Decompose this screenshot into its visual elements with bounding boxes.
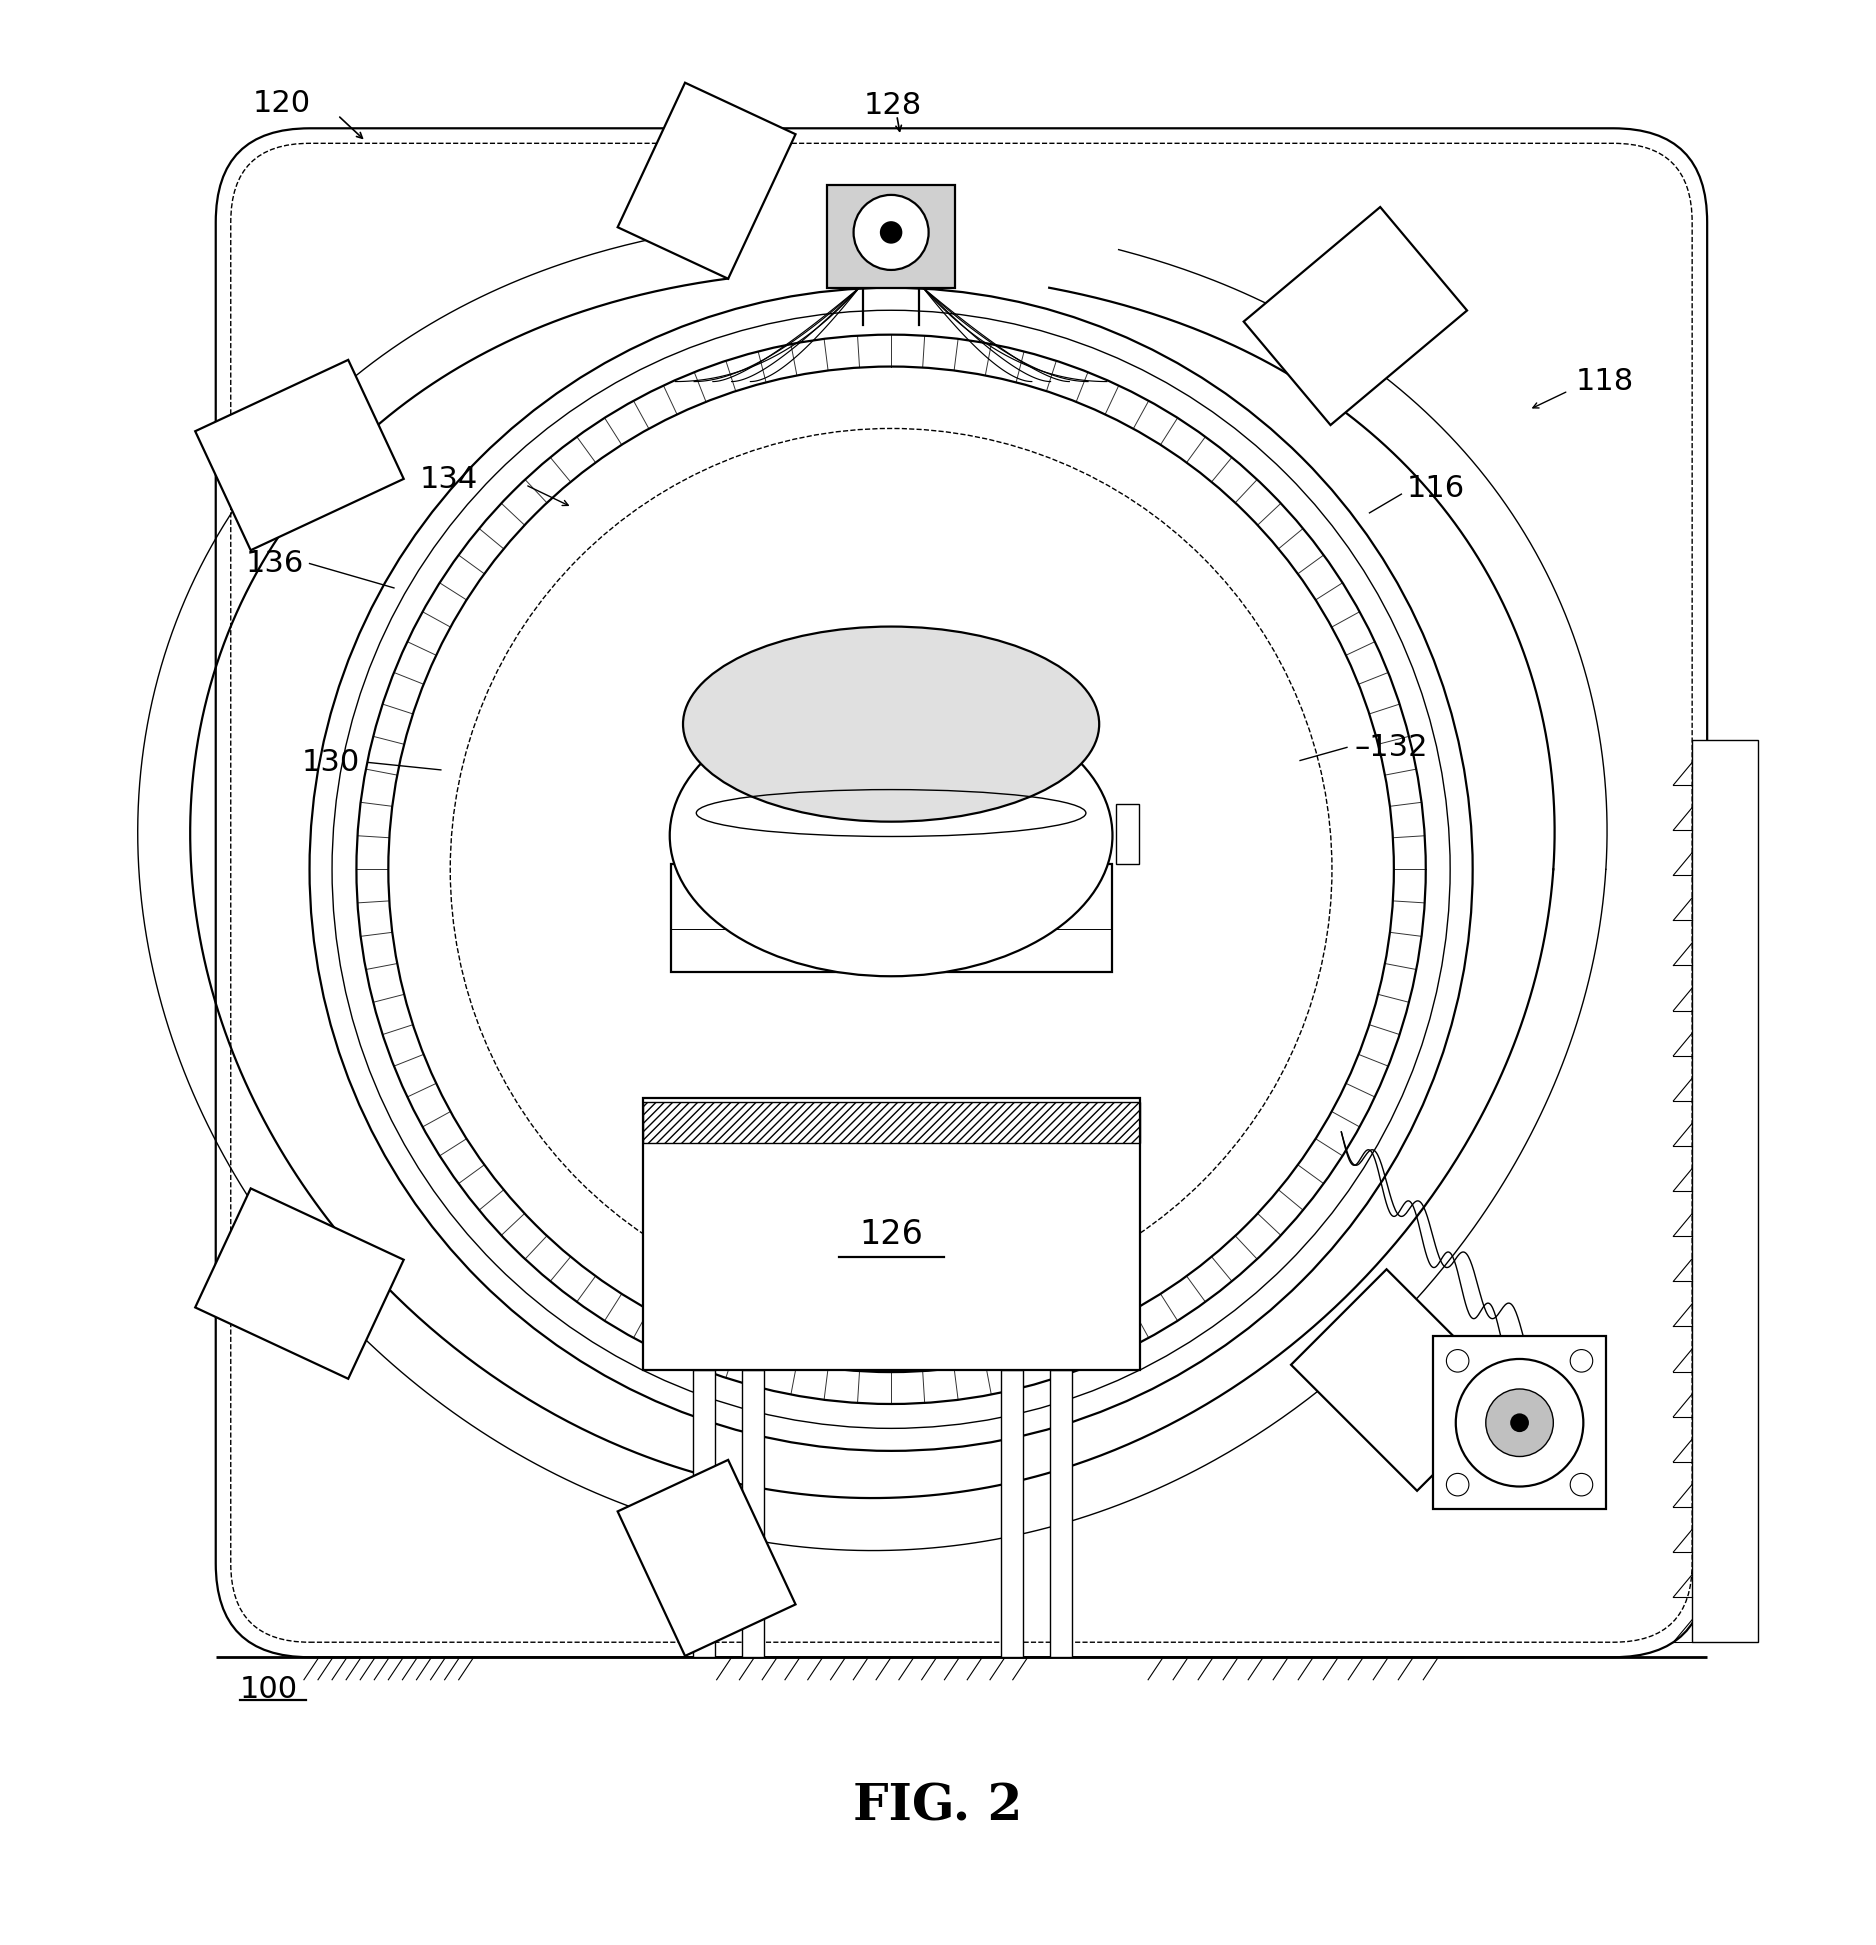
Bar xyxy=(1692,739,1758,1642)
Text: 126: 126 xyxy=(859,1218,923,1251)
Circle shape xyxy=(1446,1474,1469,1496)
Bar xyxy=(195,360,403,550)
Bar xyxy=(743,1369,764,1657)
Bar xyxy=(1244,206,1467,426)
Bar xyxy=(1116,803,1139,864)
Text: 120: 120 xyxy=(253,89,310,119)
Text: 130: 130 xyxy=(302,749,360,776)
Bar xyxy=(642,1099,1139,1369)
Circle shape xyxy=(1570,1350,1593,1371)
Bar xyxy=(1051,1369,1071,1657)
Circle shape xyxy=(854,194,929,270)
Circle shape xyxy=(1510,1414,1529,1432)
Bar xyxy=(195,1188,403,1379)
Bar xyxy=(672,864,1111,972)
Circle shape xyxy=(1456,1360,1583,1486)
Text: 100: 100 xyxy=(240,1675,298,1704)
Bar xyxy=(617,1461,795,1655)
Bar xyxy=(1002,1369,1022,1657)
Circle shape xyxy=(880,222,902,243)
Circle shape xyxy=(1486,1389,1553,1457)
Bar xyxy=(827,185,955,288)
Bar xyxy=(694,1369,715,1657)
Circle shape xyxy=(1570,1474,1593,1496)
Text: 116: 116 xyxy=(1407,475,1465,504)
Text: –132: –132 xyxy=(1354,733,1428,762)
Bar xyxy=(1291,1270,1512,1490)
Circle shape xyxy=(310,288,1473,1451)
Bar xyxy=(1433,1336,1606,1509)
Bar xyxy=(617,84,795,278)
Bar xyxy=(642,1103,1139,1144)
Ellipse shape xyxy=(670,694,1112,976)
Ellipse shape xyxy=(683,626,1099,821)
Text: FIG. 2: FIG. 2 xyxy=(854,1784,1022,1832)
Circle shape xyxy=(1446,1350,1469,1371)
Text: 134: 134 xyxy=(420,465,478,494)
Text: 118: 118 xyxy=(1576,368,1634,397)
Text: 128: 128 xyxy=(863,91,923,121)
Text: 136: 136 xyxy=(246,548,304,578)
